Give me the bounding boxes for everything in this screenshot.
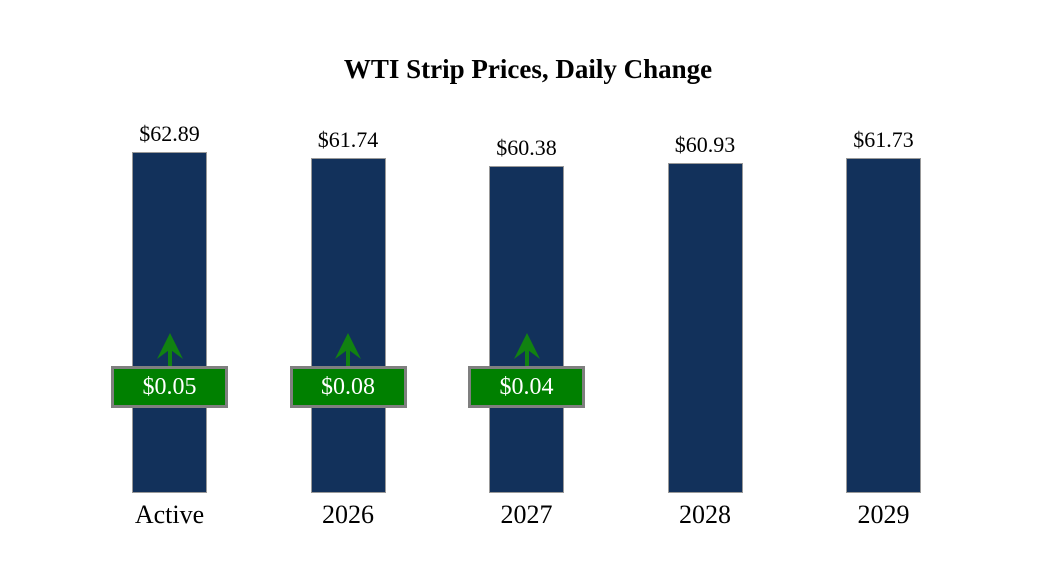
bar-2029: [846, 158, 921, 493]
daily-change-badge: $0.05: [111, 366, 228, 408]
bar-2027: [489, 166, 564, 493]
daily-change-badge: $0.08: [289, 366, 407, 408]
bar-value-label: $60.93: [674, 132, 736, 157]
bar-active: [132, 152, 207, 493]
bar-value-label: $61.74: [317, 127, 379, 152]
daily-change-badge: $0.04: [468, 366, 585, 408]
bar-value-label: $61.73: [853, 127, 914, 152]
x-axis-label-active: Active: [134, 500, 205, 529]
x-axis-label-2027: 2027: [500, 500, 553, 529]
bar-value-label: $60.38: [496, 135, 557, 160]
up-arrow-icon: [335, 333, 361, 369]
chart-title: WTI Strip Prices, Daily Change: [343, 54, 713, 84]
bar-2028: [667, 163, 743, 493]
bar-2026: [310, 158, 386, 493]
x-axis-label-2028: 2028: [679, 500, 731, 529]
bar-value-label: $62.89: [139, 121, 200, 146]
x-axis-label-2029: 2029: [857, 500, 910, 529]
up-arrow-icon: [513, 333, 540, 369]
x-axis-label-2026: 2026: [322, 500, 374, 529]
up-arrow-icon: [156, 333, 183, 369]
